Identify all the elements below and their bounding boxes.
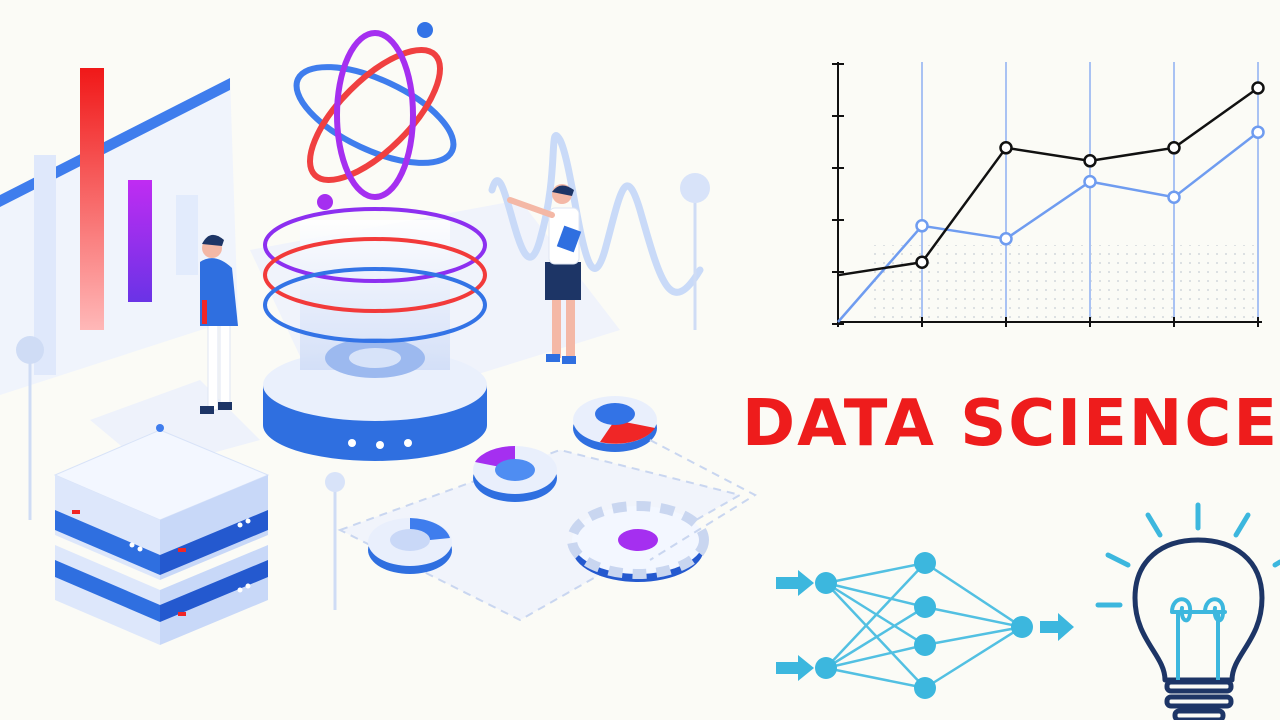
output-arrow-icon xyxy=(1040,613,1074,641)
pin-marker xyxy=(325,472,345,492)
chart-point xyxy=(1251,81,1265,95)
chart-point xyxy=(1167,190,1181,204)
line-chart xyxy=(832,62,1265,327)
data-cylinder xyxy=(263,207,487,461)
chart-grid xyxy=(921,62,1259,322)
pin-marker xyxy=(680,173,710,203)
donut-chart-tiles xyxy=(368,396,657,574)
chart-point xyxy=(1083,154,1097,168)
lightbulb-icon xyxy=(1095,502,1280,720)
chart-series xyxy=(837,81,1265,323)
analyst-figure xyxy=(200,234,238,414)
chart-point xyxy=(1251,125,1265,139)
isometric-bar-chart xyxy=(0,68,238,520)
chart-point xyxy=(915,255,929,269)
atom-icon xyxy=(293,22,457,210)
chart-series-line xyxy=(837,131,1259,323)
chart-point xyxy=(1167,141,1181,155)
gear-icon xyxy=(567,501,709,582)
chart-series-line xyxy=(837,86,1259,277)
chart-point xyxy=(999,232,1013,246)
input-arrow-icon xyxy=(776,655,814,681)
page-title: DATA SCIENCE xyxy=(742,387,1280,461)
chart-point xyxy=(1083,174,1097,189)
server-rack xyxy=(53,424,270,645)
sine-wave xyxy=(488,132,704,296)
input-arrow-icon xyxy=(776,570,814,596)
chart-point xyxy=(915,219,929,233)
presenter-figure xyxy=(507,184,582,364)
chart-point xyxy=(999,141,1013,155)
neural-network xyxy=(776,552,1074,699)
